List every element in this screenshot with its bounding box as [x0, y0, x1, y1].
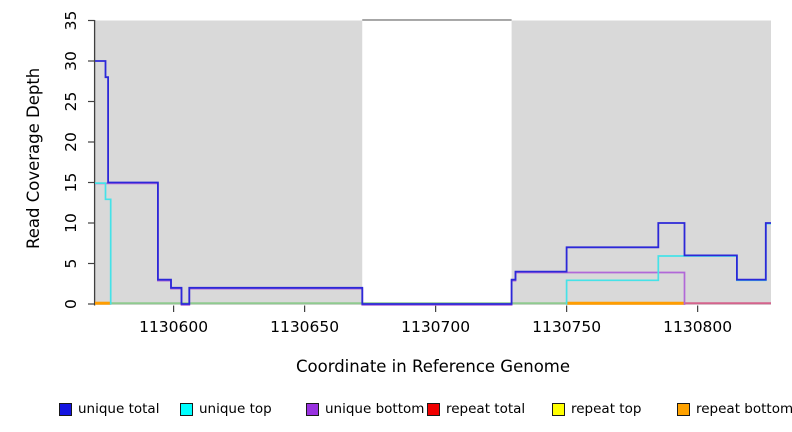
- y-axis-tick-label: 10: [62, 213, 80, 233]
- gap-region: [362, 21, 512, 305]
- series-line-unique-total: [95, 60, 771, 305]
- repeat-bottom-swatch-icon: [677, 402, 690, 416]
- legend-label: repeat top: [571, 401, 642, 417]
- y-axis-tick-label: 5: [62, 259, 80, 269]
- x-axis-tick-label: 1130700: [401, 318, 470, 336]
- unique-total-swatch-icon: [59, 402, 72, 416]
- x-axis-tick-label: 1130600: [139, 318, 208, 336]
- coverage-chart: 1130600 1130650 1130700 1130750 1130800 0 5 10 1…: [62, 11, 771, 336]
- legend-item-repeat-total: repeat total: [427, 399, 525, 419]
- x-axis-tick-label: 1130800: [663, 318, 732, 336]
- legend-label: repeat total: [446, 401, 526, 417]
- series-line-unique-top: [95, 182, 112, 305]
- legend-label: unique top: [199, 401, 272, 417]
- repeat-total-swatch-icon: [427, 402, 440, 416]
- y-axis-tick-label: 35: [62, 11, 80, 31]
- y-axis-tick-label: 30: [62, 51, 80, 71]
- y-axis-tick-label: 20: [62, 132, 80, 152]
- legend-label: unique bottom: [325, 401, 425, 417]
- legend-item-unique-bottom: unique bottom: [306, 399, 424, 419]
- y-axis-tick-label: 15: [62, 173, 80, 193]
- legend-label: repeat bottom: [696, 401, 792, 417]
- y-axis-tick-label: 25: [62, 92, 80, 112]
- chart-legend: unique total unique top unique bottom re…: [0, 399, 792, 423]
- y-axis-tick-label: 0: [62, 299, 80, 309]
- legend-item-unique-top: unique top: [180, 399, 272, 419]
- repeat-top-swatch-icon: [552, 402, 565, 416]
- x-axis-tick-label: 1130650: [270, 318, 339, 336]
- legend-label: unique total: [78, 401, 160, 417]
- unique-top-swatch-icon: [180, 402, 193, 416]
- x-axis-tick-label: 1130750: [532, 318, 601, 336]
- x-axis-title: Coordinate in Reference Genome: [295, 357, 571, 376]
- y-axis-title: Read Coverage Depth: [24, 67, 43, 249]
- legend-item-repeat-top: repeat top: [552, 399, 641, 419]
- unique-bottom-swatch-icon: [306, 402, 319, 416]
- legend-item-unique-total: unique total: [59, 399, 159, 419]
- legend-item-repeat-bottom: repeat bottom: [677, 399, 792, 419]
